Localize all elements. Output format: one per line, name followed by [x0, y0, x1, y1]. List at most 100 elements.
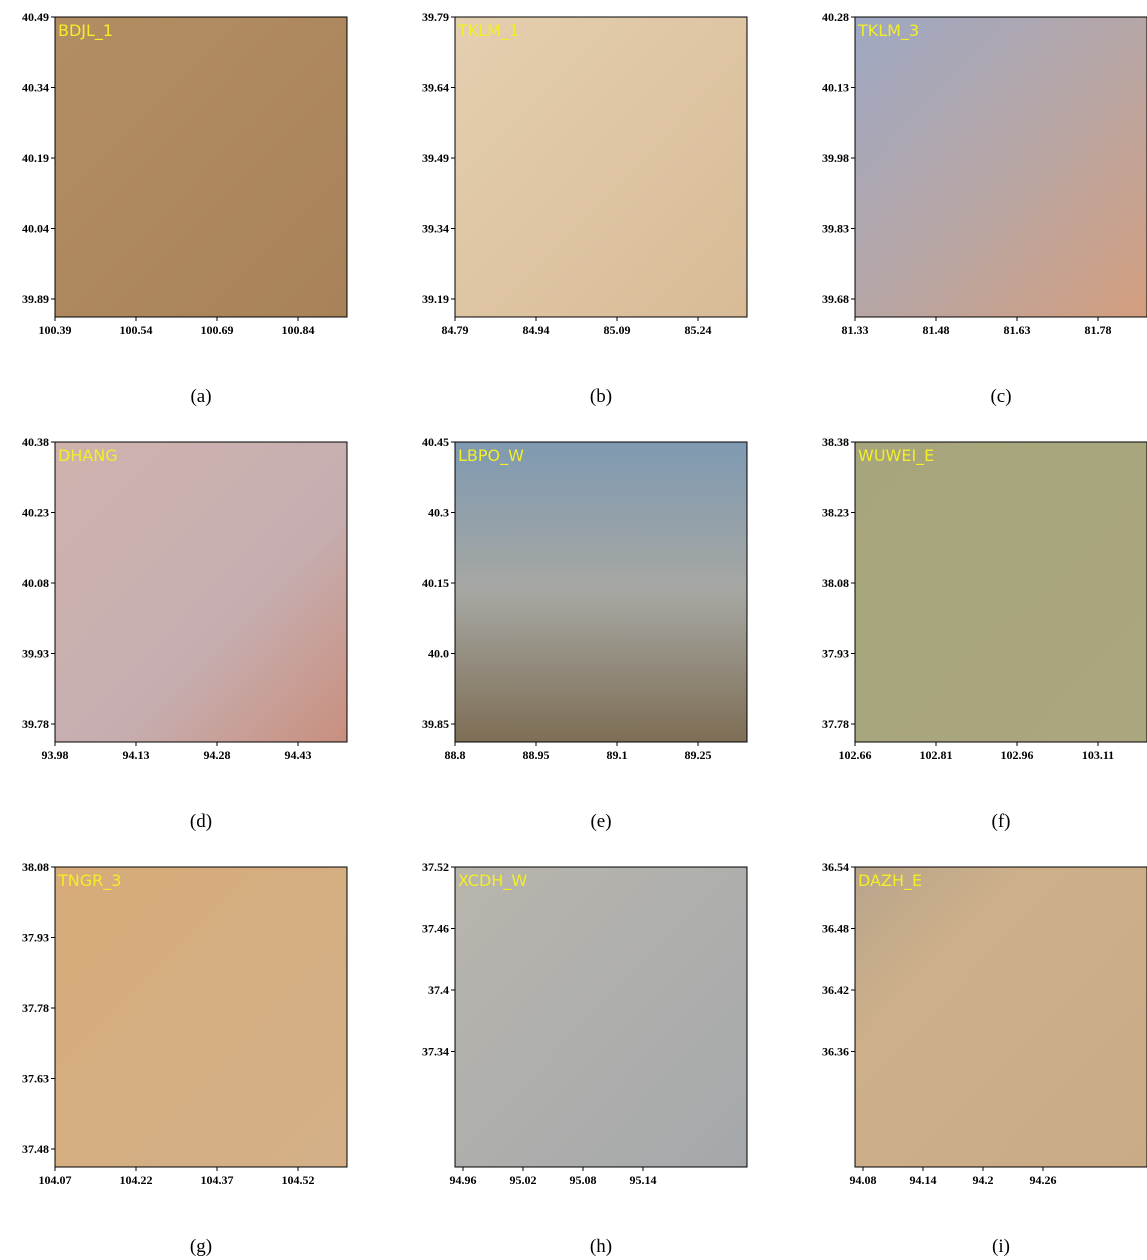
- x-tick-label: 84.94: [523, 323, 550, 337]
- satellite-image: [455, 17, 747, 317]
- panel: 40.38 40.23 40.08 39.93 39.78 93.98 94.13 94.28…: [22, 435, 347, 832]
- panel-caption: (f): [992, 811, 1011, 832]
- x-tick-label: 94.13: [123, 748, 150, 762]
- x-tick-label: 95.08: [570, 1173, 597, 1187]
- y-tick-label: 37.4: [428, 983, 449, 997]
- site-label: DHANG: [58, 446, 118, 465]
- y-tick-label: 39.85: [422, 717, 449, 731]
- x-tick-label: 89.25: [685, 748, 712, 762]
- panel-caption: (e): [590, 811, 611, 832]
- y-tick-label: 40.38: [22, 435, 49, 449]
- y-tick-label: 39.19: [422, 292, 449, 306]
- panel-caption: (i): [992, 1236, 1010, 1257]
- satellite-image: [455, 867, 747, 1167]
- site-label: BDJL_1: [58, 21, 113, 41]
- x-tick-label: 94.08: [850, 1173, 877, 1187]
- x-tick-label: 102.96: [1001, 748, 1034, 762]
- x-tick-label: 95.02: [510, 1173, 537, 1187]
- y-tick-label: 37.46: [422, 922, 449, 936]
- y-tick-label: 37.78: [22, 1001, 49, 1015]
- site-label: TKLM_1: [457, 21, 519, 41]
- x-tick-label: 94.14: [910, 1173, 937, 1187]
- y-tick-label: 38.38: [822, 435, 849, 449]
- y-tick-label: 37.93: [22, 931, 49, 945]
- y-tick-label: 39.49: [422, 151, 449, 165]
- x-tick-label: 81.78: [1085, 323, 1112, 337]
- y-tick-label: 39.78: [22, 717, 49, 731]
- panel: 36.54 36.48 36.42 36.36 94.08 94.14 94.2 94.26 D…: [822, 860, 1147, 1257]
- x-tick-label: 94.26: [1030, 1173, 1057, 1187]
- panel-caption: (c): [990, 386, 1011, 407]
- y-tick-label: 37.93: [822, 647, 849, 661]
- y-tick-label: 38.08: [22, 860, 49, 874]
- satellite-image: [855, 442, 1147, 742]
- y-tick-label: 37.78: [822, 717, 849, 731]
- site-label: TKLM_3: [857, 21, 919, 41]
- x-tick-label: 81.33: [842, 323, 869, 337]
- x-tick-label: 103.11: [1082, 748, 1114, 762]
- y-tick-label: 40.3: [428, 506, 449, 520]
- y-tick-label: 36.42: [822, 983, 849, 997]
- y-tick-label: 39.34: [422, 222, 449, 236]
- x-tick-label: 100.69: [201, 323, 234, 337]
- satellite-image: [55, 442, 347, 742]
- site-label: WUWEI_E: [858, 446, 934, 466]
- site-label: LBPO_W: [458, 446, 524, 466]
- satellite-image: [455, 442, 747, 742]
- x-tick-label: 94.28: [204, 748, 231, 762]
- y-tick-label: 39.79: [422, 10, 449, 24]
- y-tick-label: 37.52: [422, 860, 449, 874]
- y-tick-label: 37.34: [422, 1045, 449, 1059]
- panel: 38.38 38.23 38.08 37.93 37.78 102.66 102.81 102…: [822, 435, 1147, 832]
- figure: 40.4940.3440.1940.0439.89100.39100.54100…: [0, 0, 1147, 1260]
- y-tick-label: 40.13: [822, 81, 849, 95]
- y-tick-label: 40.34: [22, 81, 49, 95]
- x-tick-label: 88.95: [523, 748, 550, 762]
- x-tick-label: 81.48: [923, 323, 950, 337]
- x-tick-label: 85.24: [685, 323, 712, 337]
- satellite-image: [855, 17, 1147, 317]
- x-tick-label: 94.2: [973, 1173, 994, 1187]
- site-label: TNGR_3: [57, 871, 121, 891]
- y-tick-label: 37.63: [22, 1072, 49, 1086]
- site-label: XCDH_W: [458, 871, 527, 891]
- y-tick-label: 39.93: [22, 647, 49, 661]
- y-tick-label: 39.98: [822, 151, 849, 165]
- y-tick-label: 36.36: [822, 1045, 849, 1059]
- x-tick-label: 93.98: [42, 748, 69, 762]
- x-tick-label: 104.52: [282, 1173, 315, 1187]
- y-tick-label: 39.83: [822, 222, 849, 236]
- panel-caption: (g): [190, 1236, 212, 1257]
- satellite-image: [55, 867, 347, 1167]
- y-tick-label: 38.08: [822, 576, 849, 590]
- x-tick-label: 104.07: [39, 1173, 72, 1187]
- y-tick-label: 38.23: [822, 506, 849, 520]
- x-tick-label: 100.39: [39, 323, 72, 337]
- y-tick-label: 40.23: [22, 506, 49, 520]
- y-tick-label: 36.48: [822, 922, 849, 936]
- x-tick-label: 102.66: [839, 748, 872, 762]
- y-tick-label: 40.0: [428, 647, 449, 661]
- x-tick-label: 84.79: [442, 323, 469, 337]
- y-tick-label: 40.45: [422, 435, 449, 449]
- panel-caption: (h): [590, 1236, 612, 1257]
- satellite-image: [855, 867, 1147, 1167]
- x-tick-label: 95.14: [630, 1173, 657, 1187]
- y-tick-label: 39.89: [22, 292, 49, 306]
- site-label: DAZH_E: [858, 871, 922, 891]
- satellite-image: [55, 17, 347, 317]
- x-tick-label: 102.81: [920, 748, 953, 762]
- y-tick-label: 39.68: [822, 292, 849, 306]
- y-tick-label: 40.08: [22, 576, 49, 590]
- y-tick-label: 40.04: [22, 222, 49, 236]
- y-tick-label: 40.15: [422, 576, 449, 590]
- y-tick-label: 40.49: [22, 10, 49, 24]
- x-tick-label: 104.37: [201, 1173, 234, 1187]
- panel-caption: (a): [190, 386, 211, 407]
- panel-caption: (b): [590, 386, 612, 407]
- y-tick-label: 37.48: [22, 1142, 49, 1156]
- y-tick-label: 36.54: [822, 860, 849, 874]
